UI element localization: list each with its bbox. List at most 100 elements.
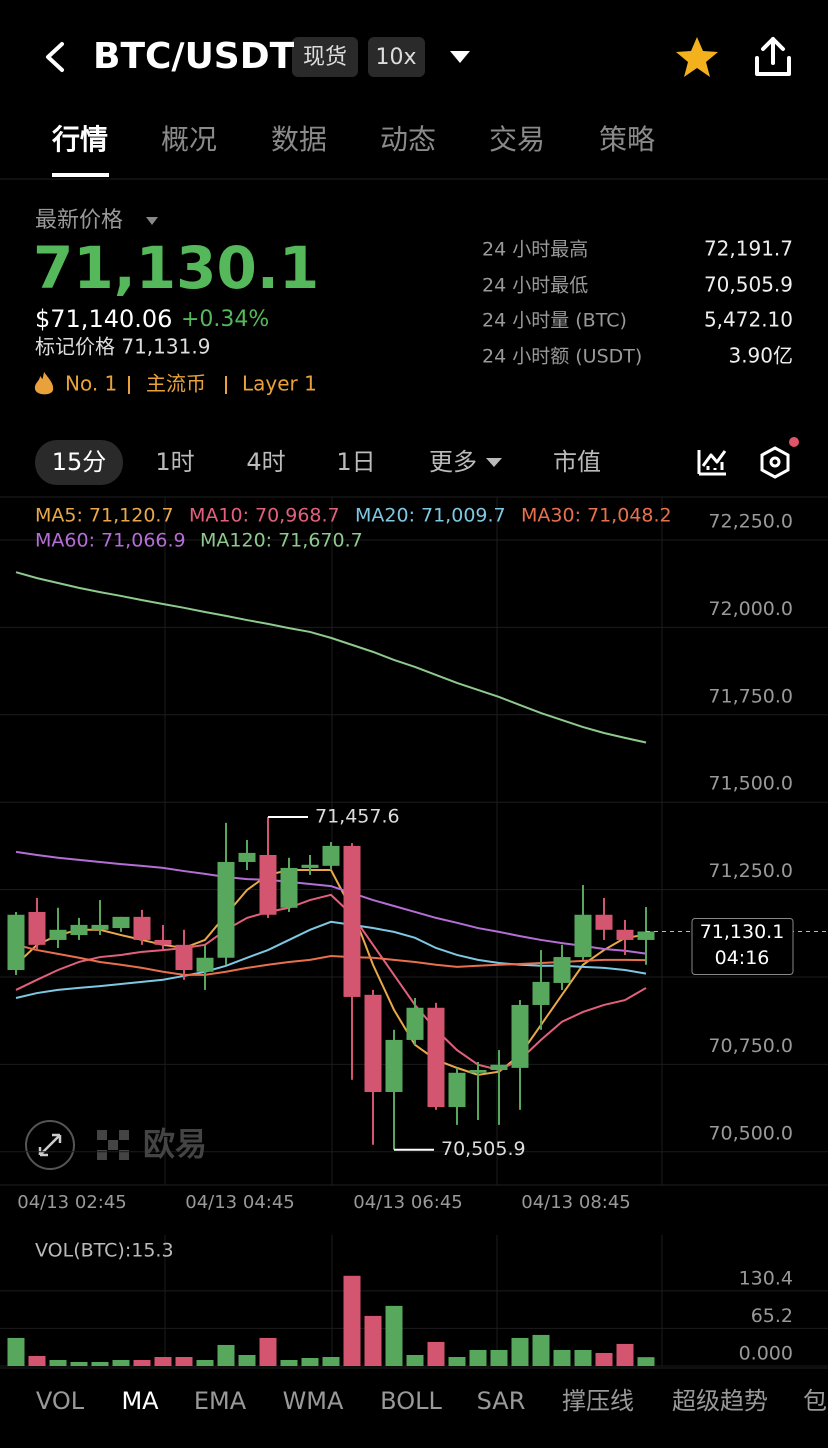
indicator-tab[interactable]: EMA — [194, 1387, 247, 1415]
volume-bar — [154, 1357, 172, 1366]
candle-body — [28, 911, 46, 945]
more-dropdown[interactable] — [486, 458, 502, 467]
volume-bar — [490, 1349, 508, 1366]
volume-bar — [343, 1275, 361, 1366]
volume-bar — [112, 1360, 130, 1366]
ma-line — [15, 893, 647, 1072]
ma-legend: MA20: 71,009.7 — [355, 505, 506, 527]
indicator-tab[interactable]: VOL — [36, 1387, 85, 1415]
indicator-tab[interactable]: BOLL — [380, 1387, 442, 1415]
indicator-tab[interactable]: 撑压线 — [562, 1387, 634, 1415]
candle-body — [469, 1069, 487, 1073]
price-change: +0.34% — [181, 307, 269, 332]
tab[interactable]: 动态 — [380, 123, 436, 156]
indicator-tab[interactable]: 包 — [803, 1387, 827, 1415]
symbol-dropdown[interactable] — [450, 51, 470, 63]
y-tick-label: 71,750.0 — [708, 685, 793, 707]
candle-body — [553, 957, 571, 983]
ma-legend: MA120: 71,670.7 — [200, 530, 363, 552]
stat-value: 3.90亿 — [728, 344, 793, 368]
candle-body — [91, 924, 109, 930]
y-tick-label: 70,750.0 — [708, 1035, 793, 1057]
volume-bar — [364, 1315, 382, 1366]
volume-bar — [70, 1361, 88, 1366]
ma-line — [15, 850, 647, 955]
candle-body — [448, 1072, 466, 1108]
candle-body — [259, 854, 277, 915]
price-dropdown[interactable] — [146, 217, 158, 225]
usd-price: $71,140.06 — [35, 305, 172, 333]
candle-body — [112, 916, 130, 929]
y-tick-label: 70,500.0 — [708, 1122, 793, 1144]
ma-legend: MA5: 71,120.7 — [35, 505, 174, 527]
candle-body — [511, 1004, 529, 1068]
candle-body — [7, 914, 25, 970]
volume-bar — [553, 1349, 571, 1366]
volume-bar — [280, 1360, 298, 1366]
volume-bar — [196, 1360, 214, 1366]
candle-body — [322, 845, 340, 866]
candle-body — [427, 1007, 445, 1108]
volume-bar — [574, 1349, 592, 1366]
tab[interactable]: 概况 — [161, 123, 217, 156]
market-tag-bg — [292, 37, 358, 77]
indicator-tab[interactable]: 超级趋势 — [672, 1387, 768, 1415]
indicator-tab[interactable]: SAR — [477, 1387, 526, 1415]
candle-body — [616, 929, 634, 940]
candle-body — [595, 914, 613, 930]
mark-price: 标记价格 71,131.9 — [35, 335, 210, 359]
indicator-icon[interactable] — [697, 450, 727, 476]
settings-icon[interactable] — [760, 437, 799, 479]
market-tag: 现货 — [303, 45, 347, 70]
watermark-text: 欧易 — [143, 1125, 207, 1163]
tab[interactable]: 策略 — [599, 123, 655, 156]
favorite-star[interactable] — [676, 37, 718, 77]
stat-label: 24 小时最高 — [482, 239, 588, 261]
volume-tick-label: 130.4 — [739, 1267, 793, 1289]
candle-body — [49, 929, 67, 940]
y-tick-label: 71,500.0 — [708, 773, 793, 795]
candle-body — [637, 931, 655, 940]
back-button[interactable] — [46, 42, 64, 72]
stat-value: 70,505.9 — [704, 273, 793, 297]
candle-body — [301, 864, 319, 868]
volume-label: VOL(BTC):15.3 — [35, 1240, 174, 1262]
leverage-tag: 10x — [375, 45, 416, 70]
indicator-tab[interactable]: MA — [121, 1387, 159, 1415]
volume-bar — [217, 1344, 235, 1366]
candle-body — [385, 1039, 403, 1093]
share-button[interactable] — [755, 37, 791, 76]
tab[interactable]: 数据 — [271, 123, 327, 156]
volume-bar — [385, 1305, 403, 1366]
volume-bar — [427, 1341, 445, 1366]
interval[interactable]: 4时 — [246, 448, 285, 476]
price-label: 最新价格 — [35, 208, 123, 233]
last-price-box — [691, 918, 794, 976]
candle-body — [406, 1007, 424, 1040]
ma-legend: MA30: 71,048.2 — [521, 505, 672, 527]
ma-line — [15, 571, 647, 744]
interval[interactable]: 市值 — [553, 448, 601, 476]
candle-body — [217, 861, 235, 958]
tab[interactable]: 行情 — [51, 123, 108, 156]
volume-bar — [469, 1349, 487, 1366]
candle-body — [196, 957, 214, 972]
candle-body — [280, 867, 298, 908]
interval[interactable]: 更多 — [429, 448, 477, 476]
y-tick-label: 72,250.0 — [708, 511, 793, 533]
indicator-tab[interactable]: WMA — [283, 1387, 344, 1415]
tab[interactable]: 交易 — [489, 123, 545, 156]
volume-bar — [49, 1360, 67, 1366]
volume-bar — [175, 1357, 193, 1366]
volume-bar — [406, 1354, 424, 1366]
symbol: BTC/USDT — [93, 36, 295, 77]
candle-body — [574, 914, 592, 958]
interval[interactable]: 1日 — [336, 448, 375, 476]
interval[interactable]: 1时 — [155, 448, 194, 476]
candle-body — [175, 944, 193, 970]
candle-body — [133, 916, 151, 940]
volume-bar — [637, 1357, 655, 1366]
interval[interactable]: 15分 — [52, 448, 107, 476]
